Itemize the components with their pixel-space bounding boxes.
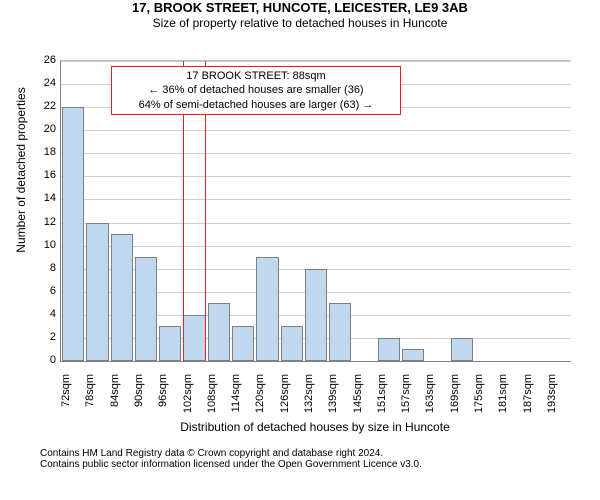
gridline	[61, 61, 571, 62]
gridline	[61, 153, 571, 154]
y-tick-label: 16	[34, 169, 56, 181]
bar	[378, 338, 400, 361]
x-tick-label: 151sqm	[376, 374, 388, 424]
y-tick-label: 20	[34, 123, 56, 135]
gridline	[61, 199, 571, 200]
y-tick-label: 12	[34, 216, 56, 228]
info-box: 17 BROOK STREET: 88sqm← 36% of detached …	[111, 66, 401, 115]
x-tick-label: 90sqm	[133, 374, 145, 424]
gridline	[61, 223, 571, 224]
bar	[305, 269, 327, 361]
y-tick-label: 14	[34, 192, 56, 204]
y-tick-label: 2	[34, 331, 56, 343]
info-box-line: 17 BROOK STREET: 88sqm	[116, 69, 396, 83]
x-tick-label: 96sqm	[157, 374, 169, 424]
x-tick-label: 145sqm	[352, 374, 364, 424]
bar	[135, 257, 157, 361]
x-tick-label: 102sqm	[182, 374, 194, 424]
bar	[402, 349, 424, 361]
x-tick-label: 84sqm	[109, 374, 121, 424]
chart-subtitle: Size of property relative to detached ho…	[0, 16, 600, 31]
bar	[329, 303, 351, 361]
info-box-line: ← 36% of detached houses are smaller (36…	[116, 83, 396, 97]
x-tick-label: 126sqm	[279, 374, 291, 424]
x-tick-label: 78sqm	[84, 374, 96, 424]
bar	[159, 326, 181, 361]
caption: Contains HM Land Registry data © Crown c…	[40, 448, 570, 470]
x-tick-label: 175sqm	[473, 374, 485, 424]
bar	[111, 234, 133, 361]
caption-line: Contains public sector information licen…	[40, 459, 570, 470]
bar	[208, 303, 230, 361]
x-tick-label: 120sqm	[254, 374, 266, 424]
bar	[451, 338, 473, 361]
x-tick-label: 193sqm	[546, 374, 558, 424]
x-tick-label: 181sqm	[497, 374, 509, 424]
caption-line: Contains HM Land Registry data © Crown c…	[40, 448, 570, 459]
bar	[62, 107, 84, 361]
x-tick-label: 187sqm	[522, 374, 534, 424]
y-tick-label: 18	[34, 146, 56, 158]
plot-area: 17 BROOK STREET: 88sqm← 36% of detached …	[60, 60, 571, 362]
y-tick-label: 6	[34, 285, 56, 297]
x-tick-label: 157sqm	[400, 374, 412, 424]
y-tick-label: 10	[34, 239, 56, 251]
y-tick-label: 22	[34, 100, 56, 112]
bar	[256, 257, 278, 361]
y-tick-label: 8	[34, 262, 56, 274]
x-tick-label: 132sqm	[303, 374, 315, 424]
x-tick-label: 139sqm	[327, 374, 339, 424]
info-box-line: 64% of semi-detached houses are larger (…	[116, 98, 396, 112]
bar	[86, 223, 108, 361]
y-tick-label: 4	[34, 308, 56, 320]
x-tick-label: 114sqm	[230, 374, 242, 424]
gridline	[61, 130, 571, 131]
gridline	[61, 176, 571, 177]
y-axis-label: Number of detached properties	[14, 40, 28, 300]
bar	[183, 315, 205, 361]
x-tick-label: 169sqm	[449, 374, 461, 424]
gridline	[61, 246, 571, 247]
chart-container: 17, BROOK STREET, HUNCOTE, LEICESTER, LE…	[0, 0, 600, 500]
bar	[232, 326, 254, 361]
bar	[281, 326, 303, 361]
x-tick-label: 72sqm	[60, 374, 72, 424]
y-tick-label: 0	[34, 354, 56, 366]
y-tick-label: 24	[34, 77, 56, 89]
x-tick-label: 163sqm	[424, 374, 436, 424]
y-tick-label: 26	[34, 54, 56, 66]
x-tick-label: 108sqm	[206, 374, 218, 424]
chart-title: 17, BROOK STREET, HUNCOTE, LEICESTER, LE…	[0, 0, 600, 16]
